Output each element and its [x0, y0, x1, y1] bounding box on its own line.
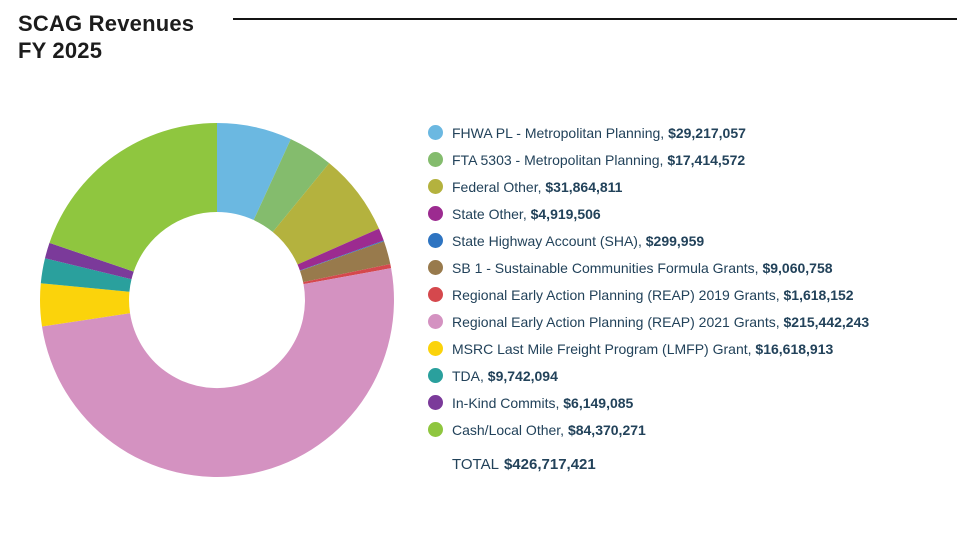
legend-swatch: [428, 341, 443, 356]
donut-slice: [41, 268, 394, 477]
donut-slice: [40, 258, 132, 292]
legend-label: FTA 5303 - Metropolitan Planning, $17,41…: [452, 151, 746, 168]
legend-item: FHWA PL - Metropolitan Planning, $29,217…: [428, 119, 869, 146]
legend-swatch: [428, 422, 443, 437]
legend-item: Regional Early Action Planning (REAP) 20…: [428, 308, 869, 335]
legend-item: Cash/Local Other, $84,370,271: [428, 416, 869, 443]
donut-slice: [303, 264, 392, 285]
legend-amount: $31,864,811: [545, 178, 623, 195]
donut-slice: [272, 163, 379, 265]
legend-amount: $9,742,094: [487, 367, 558, 384]
legend-item: State Other, $4,919,506: [428, 200, 869, 227]
donut-slice: [253, 139, 330, 232]
total-label: TOTAL: [452, 456, 499, 473]
legend-swatch: [428, 152, 443, 167]
legend-label: MSRC Last Mile Freight Program (LMFP) Gr…: [452, 340, 834, 357]
donut-slice: [217, 123, 291, 221]
legend-swatch: [428, 125, 443, 140]
legend-label: SB 1 - Sustainable Communities Formula G…: [452, 259, 833, 276]
donut-chart: [39, 123, 394, 477]
legend-swatch: [428, 206, 443, 221]
total-row: TOTAL $426,717,421: [452, 456, 869, 473]
donut-slice: [49, 123, 218, 272]
legend-amount: $9,060,758: [762, 259, 833, 276]
donut-slice: [297, 228, 384, 271]
donut-slice: [299, 240, 384, 271]
legend-amount: $215,442,243: [783, 313, 870, 330]
legend-label: State Other, $4,919,506: [452, 205, 601, 222]
legend-amount: $16,618,913: [755, 340, 834, 357]
legend-label: Cash/Local Other, $84,370,271: [452, 421, 646, 438]
legend-item: SB 1 - Sustainable Communities Formula G…: [428, 254, 869, 281]
legend-amount: $299,959: [645, 232, 705, 249]
legend-swatch: [428, 260, 443, 275]
donut-slice: [44, 242, 134, 280]
legend-item: In-Kind Commits, $6,149,085: [428, 389, 869, 416]
header-rule: [233, 18, 957, 20]
legend-swatch: [428, 368, 443, 383]
legend-swatch: [428, 233, 443, 248]
legend-item: TDA, $9,742,094: [428, 362, 869, 389]
legend-label: TDA, $9,742,094: [452, 367, 558, 384]
legend-swatch: [428, 314, 443, 329]
legend-amount: $1,618,152: [783, 286, 854, 303]
legend-item: FTA 5303 - Metropolitan Planning, $17,41…: [428, 146, 869, 173]
legend-label: Regional Early Action Planning (REAP) 20…: [452, 313, 870, 330]
legend-label: Federal Other, $31,864,811: [452, 178, 623, 195]
legend-item: Federal Other, $31,864,811: [428, 173, 869, 200]
total-amount: $426,717,421: [503, 456, 596, 473]
legend-amount: $84,370,271: [567, 421, 646, 438]
legend: FHWA PL - Metropolitan Planning, $29,217…: [428, 119, 869, 473]
legend-amount: $29,217,057: [668, 124, 746, 141]
legend-label: FHWA PL - Metropolitan Planning, $29,217…: [452, 124, 746, 141]
page-title-line2: FY 2025: [18, 38, 103, 63]
legend-item: State Highway Account (SHA), $299,959: [428, 227, 869, 254]
legend-amount: $6,149,085: [563, 394, 634, 411]
legend-swatch: [428, 395, 443, 410]
legend-swatch: [428, 287, 443, 302]
legend-label: State Highway Account (SHA), $299,959: [452, 232, 705, 249]
legend-swatch: [428, 179, 443, 194]
legend-amount: $4,919,506: [530, 205, 601, 222]
page-title: SCAG Revenues FY 2025: [18, 10, 194, 64]
legend-label: Regional Early Action Planning (REAP) 20…: [452, 286, 854, 303]
page-title-line1: SCAG Revenues: [18, 11, 195, 36]
legend-item: MSRC Last Mile Freight Program (LMFP) Gr…: [428, 335, 869, 362]
legend-amount: $17,414,572: [667, 151, 746, 168]
legend-item: Regional Early Action Planning (REAP) 20…: [428, 281, 869, 308]
donut-slice: [39, 283, 131, 327]
donut-slice: [299, 241, 391, 283]
legend-label: In-Kind Commits, $6,149,085: [452, 394, 634, 411]
